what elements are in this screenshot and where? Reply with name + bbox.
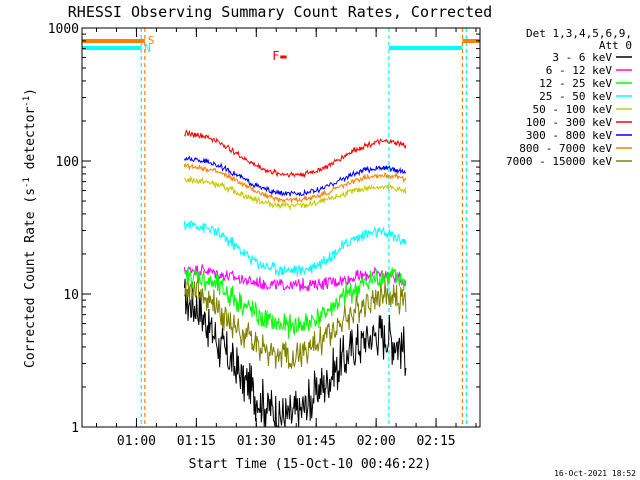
series-line <box>183 277 407 369</box>
legend-header: Det 1,3,4,5,6,9, <box>526 27 632 40</box>
x-tick-label: 01:00 <box>117 434 156 449</box>
generation-timestamp: 16-Oct-2021 18:52 <box>554 469 636 478</box>
legend-entry-label: 12 - 25 keV <box>539 77 612 90</box>
y-tick-label: 1 <box>71 421 79 436</box>
chart-title: RHESSI Observing Summary Count Rates, Co… <box>68 3 492 21</box>
flag-label: F <box>272 49 279 63</box>
x-tick-label: 02:15 <box>416 434 455 449</box>
plot-area: SN F <box>82 28 480 429</box>
y-axis-label: Corrected Count Rate (s-1 detector-1) <box>22 88 38 368</box>
legend-entry-label: 300 - 800 keV <box>526 129 612 142</box>
x-tick-label: 01:30 <box>237 434 276 449</box>
legend-entry-label: 6 - 12 keV <box>546 64 613 77</box>
y-axis: 1 10 100 1000 <box>48 22 480 436</box>
plot-frame <box>81 27 481 428</box>
legend-entry-label: 800 - 7000 keV <box>519 142 612 155</box>
series-line <box>183 220 407 277</box>
x-tick-label: 01:45 <box>297 434 336 449</box>
flag-label: S <box>148 34 155 47</box>
series-line <box>183 155 407 197</box>
legend-entry-label: 3 - 6 keV <box>552 51 612 64</box>
legend-entry-label: 100 - 300 keV <box>526 116 612 129</box>
y-tick-label: 1000 <box>48 22 79 37</box>
series-line <box>183 175 407 211</box>
x-axis: 01:00 01:15 01:30 01:45 02:00 02:15 <box>96 28 477 449</box>
legend-entry-label: 25 - 50 keV <box>539 90 612 103</box>
flag-label: N <box>144 42 151 55</box>
series-line <box>183 278 407 429</box>
legend-entry-label: 50 - 100 keV <box>533 103 613 116</box>
legend-entry-label: 7000 - 15000 keV <box>506 155 612 168</box>
series-line <box>183 129 407 178</box>
series-line <box>183 264 407 292</box>
x-tick-label: 01:15 <box>177 434 216 449</box>
x-tick-label: 02:00 <box>357 434 396 449</box>
series-line <box>184 267 407 339</box>
y-tick-label: 10 <box>63 288 79 303</box>
x-axis-label: Start Time (15-Oct-10 00:46:22) <box>189 457 432 472</box>
series-line <box>183 163 407 204</box>
y-tick-label: 100 <box>56 155 79 170</box>
legend-header: Att 0 <box>599 39 632 52</box>
